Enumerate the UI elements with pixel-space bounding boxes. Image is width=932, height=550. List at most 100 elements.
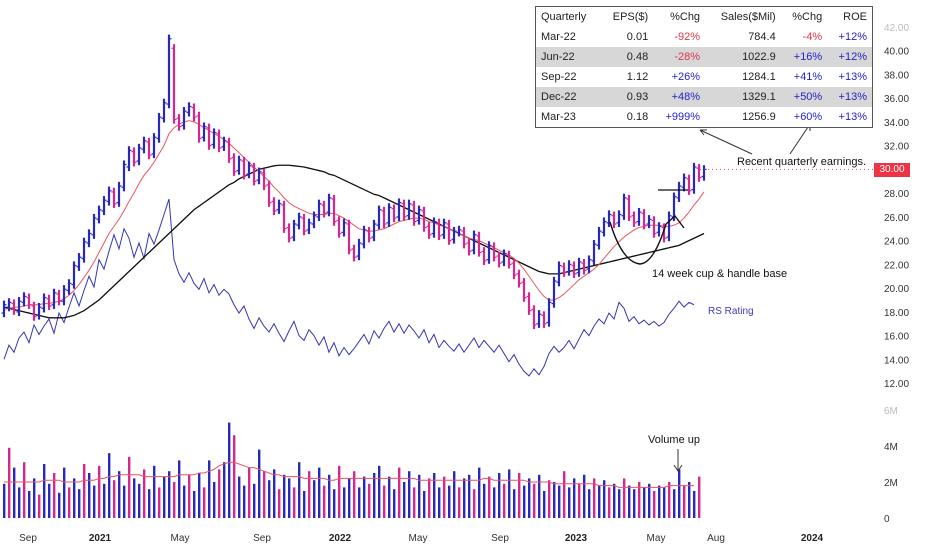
cell-sales-chg: +41%	[793, 71, 823, 83]
price-bar	[41, 293, 47, 313]
price-bar	[316, 199, 322, 222]
price-bar	[226, 137, 232, 163]
cell-eps: 0.18	[626, 111, 649, 123]
price-bar	[441, 218, 447, 239]
price-bar	[101, 196, 107, 216]
price-bar	[66, 279, 72, 295]
time-tick-label: 2021	[89, 533, 112, 544]
price-bar	[286, 223, 292, 243]
price-bar	[621, 193, 627, 220]
volume-bar	[548, 480, 551, 518]
header-sales: Sales($Mil)	[720, 11, 776, 23]
price-bar	[641, 209, 647, 230]
volume-bar	[273, 469, 276, 518]
header-sales-chg: %Chg	[792, 11, 823, 23]
base-annotation: 14 week cup & handle base	[652, 268, 787, 280]
price-bar	[661, 223, 667, 243]
volume-bar	[58, 492, 61, 518]
header-quarterly: Quarterly	[541, 11, 587, 23]
volume-bar	[418, 474, 421, 518]
volume-bar	[483, 483, 486, 518]
volume-bar	[538, 474, 541, 518]
cell-roe: +13%	[827, 87, 872, 107]
volume-bar	[148, 489, 151, 518]
volume-bar	[158, 487, 161, 518]
price-bar	[381, 206, 387, 229]
price-bar	[86, 229, 92, 248]
volume-bar	[33, 478, 36, 518]
volume-bar	[503, 483, 506, 518]
price-bar	[161, 98, 167, 123]
price-bar	[391, 204, 397, 223]
volume-bar	[283, 474, 286, 518]
volume-bar	[513, 489, 516, 518]
volume-bar	[493, 487, 496, 518]
volume-bar	[498, 473, 501, 518]
price-bar	[536, 310, 542, 328]
price-bar	[511, 259, 517, 280]
volume-bar	[323, 485, 326, 518]
volume-bar	[468, 474, 471, 518]
price-bar	[411, 200, 417, 226]
volume-bar	[23, 462, 26, 518]
volume-ma-line	[4, 461, 694, 488]
price-bar	[471, 230, 477, 255]
cup-curve	[609, 221, 667, 265]
price-bar	[221, 136, 227, 151]
volume-bar	[223, 462, 226, 518]
time-tick-label: May	[409, 533, 428, 544]
price-bar	[531, 305, 537, 330]
price-bar	[201, 122, 207, 142]
volume-bar	[208, 460, 211, 518]
volume-bar	[638, 482, 641, 518]
volume-bar	[143, 469, 146, 518]
price-bar	[36, 302, 42, 320]
price-bar	[656, 222, 662, 237]
volume-bar	[628, 485, 631, 518]
rs-rating-label: RS Rating	[708, 306, 754, 317]
time-tick-label: Sep	[19, 533, 37, 544]
price-bar	[176, 114, 182, 131]
price-bar	[681, 173, 687, 192]
volume-bar	[408, 471, 411, 518]
volume-bar	[568, 487, 571, 518]
volume-bar	[48, 483, 51, 518]
price-bar	[426, 222, 432, 239]
volume-bar	[13, 467, 16, 518]
price-bar	[646, 215, 652, 229]
volume-bar	[68, 487, 71, 518]
volume-bar	[118, 471, 121, 518]
price-bar	[291, 219, 297, 242]
price-tick-label: 26.00	[884, 213, 909, 224]
price-bar	[46, 294, 52, 311]
price-bar	[121, 160, 127, 192]
volume-bar	[588, 489, 591, 518]
price-bar	[181, 107, 187, 130]
volume-bar	[598, 485, 601, 518]
price-bar	[96, 205, 102, 224]
earnings-table: Quarterly EPS($) %Chg Sales($Mil) %Chg R…	[535, 6, 873, 128]
volume-bar	[248, 467, 251, 518]
volume-bar	[188, 474, 191, 518]
price-bar	[501, 249, 507, 267]
price-bar	[461, 226, 467, 249]
volume-bar	[518, 473, 521, 518]
price-bar	[651, 216, 657, 238]
volume-bar	[183, 485, 186, 518]
earnings-arrows	[699, 123, 811, 155]
cell-quarter: Mar-22	[541, 31, 576, 43]
price-bar	[476, 231, 482, 257]
price-bar	[106, 186, 112, 206]
price-bar	[271, 197, 277, 216]
volume-tick-label: 0	[884, 514, 890, 525]
price-bar	[111, 187, 117, 208]
price-bar	[366, 226, 372, 243]
volume-bar	[583, 474, 586, 518]
cell-sales: 1022.9	[705, 47, 781, 67]
price-bar	[191, 103, 197, 122]
cell-eps-chg: +999%	[665, 111, 701, 123]
volume-bar	[428, 478, 431, 518]
cell-sales: 1256.9	[742, 111, 776, 123]
price-tick-label: 28.00	[884, 189, 909, 200]
